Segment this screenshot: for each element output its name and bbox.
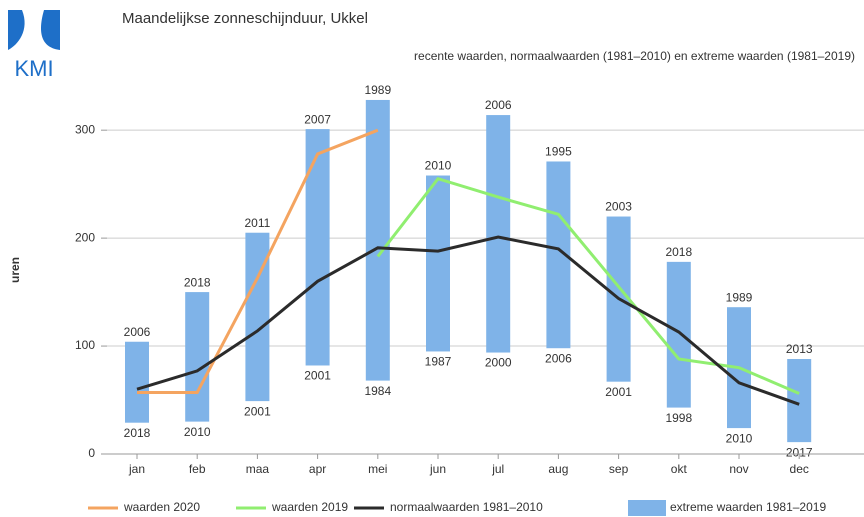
high-label: 2011 (244, 216, 270, 230)
line (137, 128, 379, 394)
low-label: 2006 (545, 351, 572, 365)
x-tick-label: maa (246, 462, 270, 476)
y-tick-label: 300 (75, 122, 95, 136)
range-bar (426, 175, 450, 352)
x-tick-label: jan (128, 462, 145, 476)
chart-subtitle: recente waarden, normaalwaarden (1981–20… (414, 49, 855, 63)
x-tick-label: feb (189, 462, 206, 476)
high-label: 1989 (726, 290, 753, 304)
low-label: 2010 (184, 425, 211, 439)
range-bar (125, 341, 149, 423)
logo-text: KMI (14, 56, 53, 81)
chart-title: Maandelijkse zonneschijnduur, Ukkel (122, 10, 368, 27)
low-label: 2001 (605, 385, 632, 399)
y-tick-label: 200 (75, 230, 95, 244)
logo: KMI (8, 10, 60, 81)
y-axis-label: uren (8, 257, 22, 283)
low-label: 2017 (786, 445, 813, 459)
high-label: 2010 (425, 159, 452, 173)
low-label: 1984 (364, 384, 391, 398)
legend-label: normaalwaarden 1981–2010 (390, 500, 543, 514)
logo-shape (8, 10, 60, 62)
legend-swatch (628, 500, 666, 516)
x-tick-label: apr (309, 462, 326, 476)
low-label: 2001 (244, 404, 271, 418)
range-bar (305, 129, 330, 366)
line (376, 177, 800, 395)
low-label: 2010 (726, 431, 753, 445)
x-tick-label: mei (368, 462, 387, 476)
high-label: 2007 (304, 112, 331, 126)
range-bar (365, 99, 390, 381)
x-tick-label: aug (548, 462, 568, 476)
low-label: 2000 (485, 356, 512, 370)
legend-label: waarden 2020 (123, 500, 200, 514)
low-label: 1998 (665, 411, 692, 425)
x-tick-label: dec (790, 462, 809, 476)
range-bar (486, 115, 511, 353)
y-tick-label: 0 (88, 446, 95, 460)
low-label: 1987 (425, 355, 452, 369)
x-tick-label: jun (429, 462, 446, 476)
legend-label: extreme waarden 1981–2019 (670, 500, 826, 514)
high-label: 1989 (364, 83, 391, 97)
high-label: 2013 (786, 342, 813, 356)
high-label: 1995 (545, 145, 572, 159)
line (136, 235, 800, 406)
high-label: 2018 (184, 275, 211, 289)
low-label: 2001 (304, 369, 331, 383)
x-tick-label: jul (491, 462, 504, 476)
legend-label: waarden 2019 (271, 500, 348, 514)
high-label: 2006 (124, 325, 151, 339)
x-tick-label: sep (609, 462, 629, 476)
y-tick-label: 100 (75, 338, 95, 352)
high-label: 2003 (605, 200, 632, 214)
low-label: 2018 (124, 426, 151, 440)
high-label: 2006 (485, 98, 512, 112)
range-bar (666, 261, 691, 408)
x-tick-label: okt (671, 462, 688, 476)
range-bar (185, 292, 210, 422)
x-tick-label: nov (729, 462, 748, 476)
high-label: 2018 (665, 245, 692, 259)
